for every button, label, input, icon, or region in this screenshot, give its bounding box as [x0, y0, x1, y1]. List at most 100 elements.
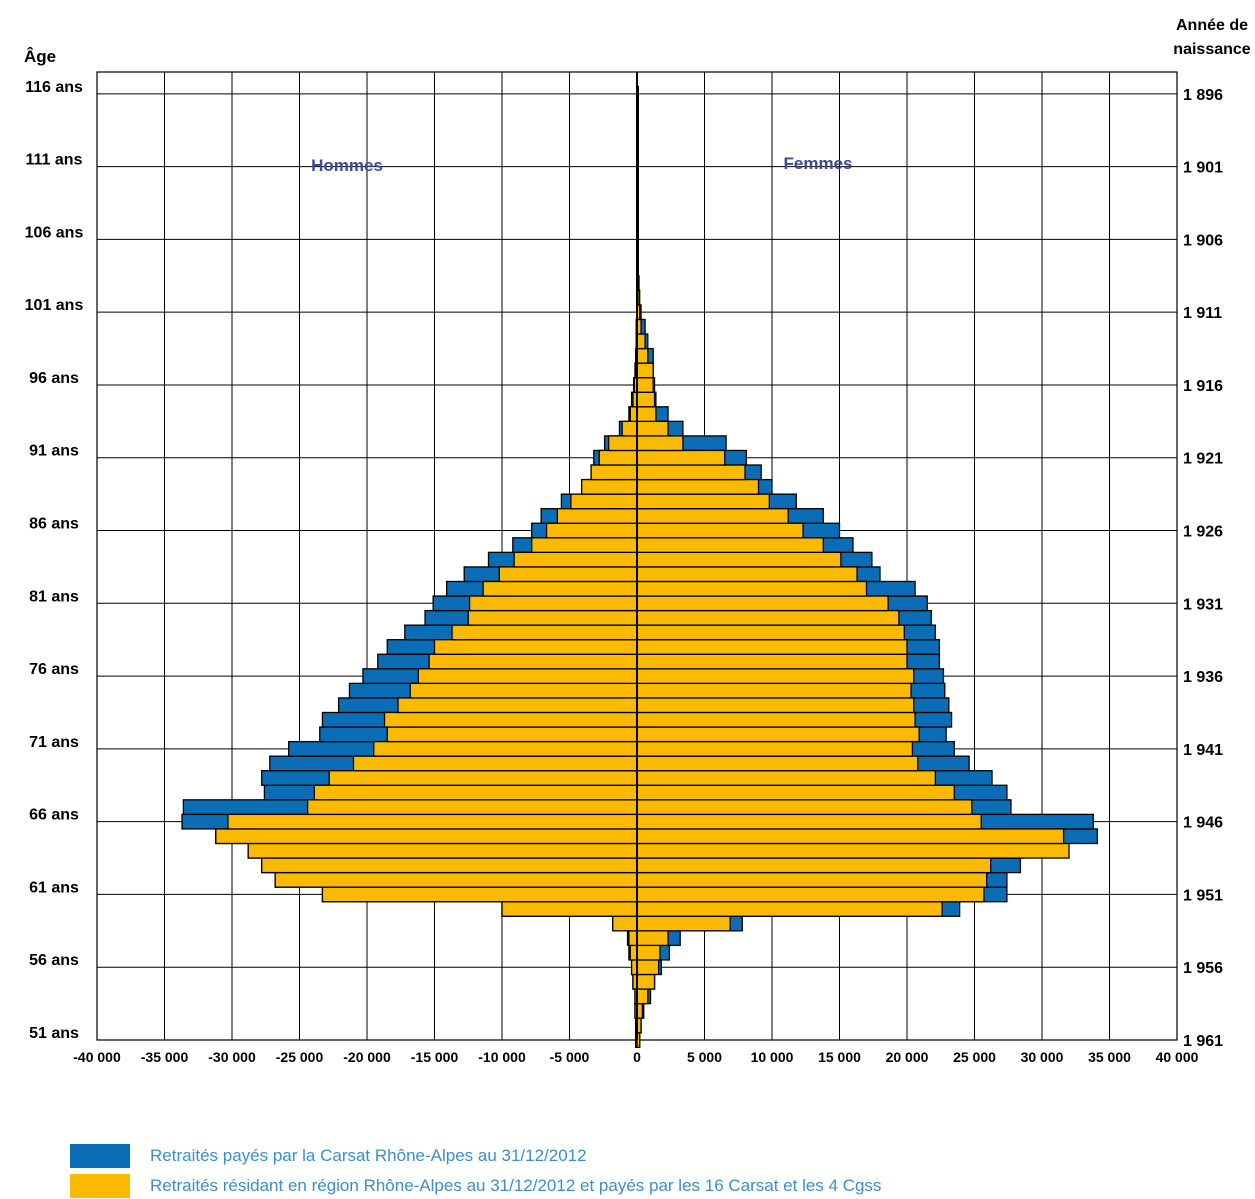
x-tick-label: -5 000	[550, 1049, 590, 1065]
bar-men-region	[383, 711, 638, 728]
bar-women-region	[636, 478, 760, 495]
y-axis-right-label-line1: Année de	[1176, 17, 1248, 34]
bar-women-region	[636, 915, 731, 932]
bar-men-region	[531, 537, 638, 554]
bar-women-region	[636, 828, 1065, 845]
bar-women-region	[636, 784, 955, 801]
bar-women-region	[636, 609, 900, 626]
bar-women-region	[636, 799, 973, 816]
bar-women-region	[636, 944, 661, 961]
x-tick-label: -25 000	[276, 1049, 324, 1065]
bar-women-region	[636, 624, 905, 641]
x-tick-label: 25 000	[953, 1049, 996, 1065]
bar-women-region	[636, 566, 858, 583]
bar-men-region	[629, 944, 638, 961]
bar-men-region	[313, 784, 638, 801]
birth-year-tick-label: 1 926	[1183, 524, 1223, 541]
population-pyramid-chart: -40 000 -35 000 -30 000 -25 000 -20 000 -15 0…	[24, 17, 1251, 1065]
bar-men-region	[621, 420, 638, 437]
legend-swatch-blue	[70, 1144, 130, 1168]
x-tick-label: 5 000	[687, 1049, 722, 1065]
bar-women-region	[636, 813, 982, 830]
bar-men-region	[373, 740, 638, 757]
x-tick-label: -20 000	[343, 1049, 391, 1065]
bar-men-region	[556, 508, 638, 524]
bar-women-region	[636, 770, 937, 786]
age-tick-label: 71 ans	[29, 734, 79, 751]
bar-women-region	[636, 333, 646, 350]
bar-men-region	[482, 580, 638, 597]
bar-women-region	[636, 551, 842, 568]
bar-men-region	[433, 639, 638, 655]
bar-women-region	[636, 391, 656, 408]
age-tick-label: 101 ans	[25, 297, 84, 314]
bar-women-region	[636, 522, 804, 539]
bar-men-region	[608, 435, 638, 452]
bar-men-region	[428, 653, 638, 670]
age-tick-label: 91 ans	[29, 443, 79, 460]
bar-women-region	[636, 639, 908, 655]
bar-men-region	[498, 566, 638, 583]
bar-women-region	[636, 755, 919, 772]
x-tick-label: 10 000	[751, 1049, 794, 1065]
birth-year-tick-label: 1 931	[1183, 596, 1223, 613]
bar-men-region	[274, 871, 638, 888]
bar-women-region	[636, 682, 912, 699]
x-tick-label: 20 000	[886, 1049, 929, 1065]
legend-label-1: Retraités payés par la Carsat Rhône-Alpe…	[150, 1146, 587, 1165]
bar-men-region	[581, 478, 638, 495]
x-tick-label: -10 000	[478, 1049, 526, 1065]
bars	[181, 85, 1099, 1048]
bar-men-region	[328, 770, 638, 786]
x-tick-label: 0	[633, 1049, 641, 1065]
y-axis-left-label: Âge	[24, 47, 56, 66]
bar-men-region	[467, 609, 638, 626]
legend-label-2: Retraités résidant en région Rhône-Alpes…	[150, 1176, 882, 1195]
age-tick-label: 66 ans	[29, 807, 79, 824]
legend-item-2: Retraités résidant en région Rhône-Alpes…	[70, 1173, 881, 1199]
bar-women-region	[636, 973, 656, 990]
x-tick-label: -15 000	[411, 1049, 459, 1065]
bar-women-region	[636, 930, 669, 947]
right-panel-label: Femmes	[784, 154, 853, 173]
bar-women-region	[636, 668, 915, 685]
bar-men-region	[409, 682, 638, 699]
x-tick-label: 15 000	[818, 1049, 861, 1065]
bar-men-region	[417, 668, 638, 685]
birth-year-tick-label: 1 951	[1183, 887, 1223, 904]
x-tick-label: -30 000	[208, 1049, 256, 1065]
birth-year-tick-label: 1 961	[1183, 1033, 1223, 1050]
bar-men-region	[261, 857, 638, 874]
x-tick-label: 40 000	[1156, 1049, 1199, 1065]
birth-year-tick-label: 1 921	[1183, 451, 1223, 468]
bar-women-region	[636, 871, 988, 888]
bar-men-region	[468, 595, 638, 612]
bar-men-region	[628, 930, 638, 947]
bar-women-region	[636, 435, 684, 452]
birth-year-tick-label: 1 936	[1183, 669, 1223, 686]
bar-men-region	[501, 901, 638, 917]
y-axis-right-title: Année de naissance	[1173, 17, 1250, 58]
bar-men-region	[306, 799, 638, 816]
bar-women-region	[636, 959, 660, 976]
age-tick-label: 86 ans	[29, 516, 79, 533]
bar-women-region	[636, 420, 669, 437]
bar-women-region	[636, 595, 889, 612]
bar-women-region	[636, 726, 920, 743]
bar-men-region	[598, 449, 638, 466]
bar-women-region	[636, 711, 916, 728]
bar-men-region	[545, 522, 638, 539]
x-tick-label: 35 000	[1088, 1049, 1131, 1065]
age-tick-label: 111 ans	[26, 152, 83, 169]
bar-women-region	[636, 377, 654, 393]
birth-year-tick-label: 1 941	[1183, 742, 1223, 759]
bar-women-region	[636, 842, 1070, 859]
bar-women-region	[636, 508, 789, 524]
bar-women-region	[636, 362, 654, 379]
bar-women-region	[636, 347, 649, 364]
bar-men-region	[227, 813, 638, 830]
legend-item-1: Retraités payés par la Carsat Rhône-Alpe…	[70, 1143, 587, 1169]
bar-women-region	[636, 857, 992, 874]
birth-year-tick-label: 1 916	[1183, 378, 1223, 395]
birth-year-tick-label: 1 896	[1183, 87, 1223, 104]
